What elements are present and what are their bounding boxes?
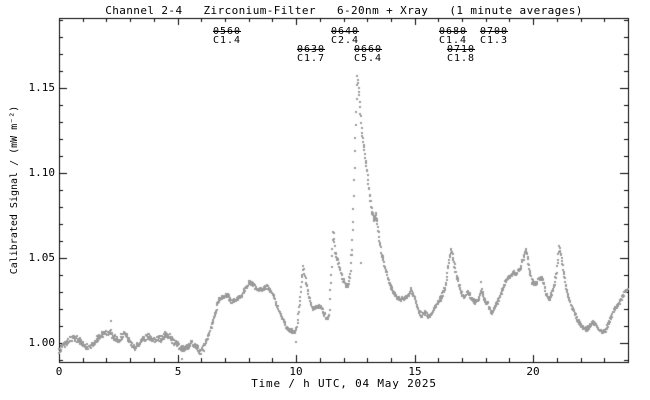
flare-goes-class: C1.8 bbox=[446, 53, 476, 64]
flare-annotation: 0660 C5.4 bbox=[345, 44, 391, 64]
chart-title: Channel 2-4 Zirconium-Filter 6-20nm + Xr… bbox=[105, 4, 583, 17]
flare-event-number: 0640 bbox=[330, 26, 360, 37]
flare-event-number: 0680 bbox=[438, 26, 468, 37]
flare-annotation: 0630 C1.7 bbox=[288, 44, 334, 64]
flare-event-number: 0560 bbox=[212, 26, 242, 37]
flare-goes-class: C1.4 bbox=[438, 35, 468, 46]
flare-annotation: 0700 C1.3 bbox=[471, 26, 517, 46]
flare-goes-class: C5.4 bbox=[353, 53, 383, 64]
flare-goes-class: C1.4 bbox=[212, 35, 242, 46]
flare-goes-class: C1.7 bbox=[296, 53, 326, 64]
y-tick-label: 1.00 bbox=[28, 336, 56, 349]
x-tick-label: 0 bbox=[55, 365, 63, 378]
y-tick-label: 1.10 bbox=[28, 166, 56, 179]
flare-annotation: 0640 C2.4 bbox=[322, 26, 368, 46]
flare-annotation: 0560 C1.4 bbox=[204, 26, 250, 46]
flare-event-number: 0710 bbox=[446, 44, 476, 55]
x-tick-label: 5 bbox=[174, 365, 182, 378]
flare-goes-class: C2.4 bbox=[330, 35, 360, 46]
flare-event-number: 0630 bbox=[296, 44, 326, 55]
x-axis-label: Time / h UTC, 04 May 2025 bbox=[251, 377, 437, 390]
x-tick-label: 10 bbox=[289, 365, 303, 378]
flare-event-number: 0660 bbox=[353, 44, 383, 55]
flare-event-number: 0700 bbox=[479, 26, 509, 37]
y-tick-label: 1.05 bbox=[28, 251, 56, 264]
y-tick-label: 1.15 bbox=[28, 81, 56, 94]
flare-goes-class: C1.3 bbox=[479, 35, 509, 46]
flare-annotation: 0680 C1.4 bbox=[430, 26, 476, 46]
flare-annotation: 0710 C1.8 bbox=[438, 44, 484, 64]
x-tick-label: 20 bbox=[526, 365, 540, 378]
x-tick-label: 15 bbox=[408, 365, 422, 378]
